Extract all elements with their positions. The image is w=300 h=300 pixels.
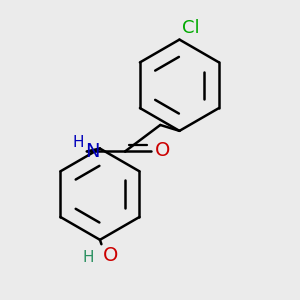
Text: Cl: Cl [182, 19, 200, 37]
Text: H: H [82, 250, 94, 265]
Text: N: N [85, 142, 100, 161]
Text: H: H [72, 135, 84, 150]
Text: O: O [155, 141, 170, 160]
Text: O: O [103, 246, 118, 265]
